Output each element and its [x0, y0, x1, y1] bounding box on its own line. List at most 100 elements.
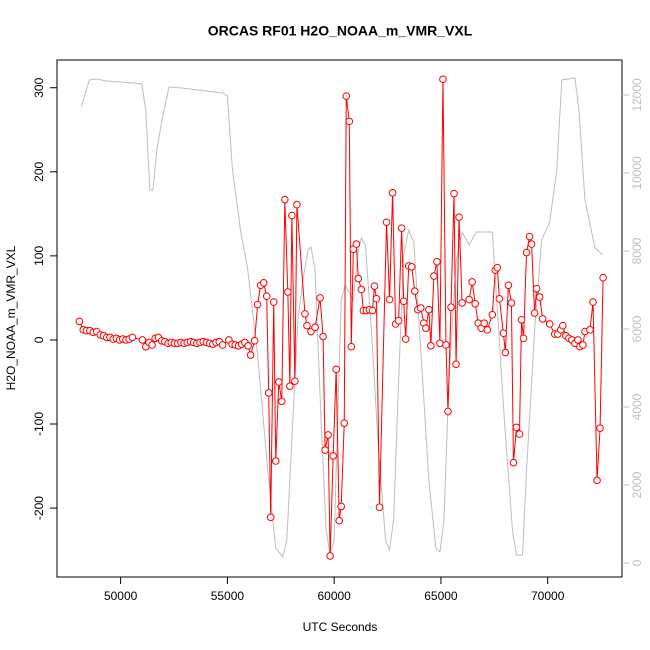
- data-point: [468, 278, 476, 286]
- data-point: [335, 516, 344, 525]
- data-point: [337, 502, 346, 511]
- data-point: [452, 360, 460, 369]
- data-point: [368, 306, 377, 315]
- data-point: [519, 334, 528, 343]
- data-point: [352, 240, 361, 248]
- data-point: [375, 503, 384, 512]
- data-point: [507, 299, 516, 307]
- y2-tick-label: 6000: [630, 315, 644, 342]
- plot-frame: [56, 59, 623, 578]
- data-point: [517, 315, 526, 324]
- data-point: [354, 274, 363, 283]
- data-point: [274, 378, 283, 386]
- data-point: [250, 336, 259, 345]
- data-point: [407, 263, 416, 271]
- data-point: [342, 92, 351, 100]
- data-point: [538, 315, 547, 323]
- x-axis-label: UTC Seconds: [303, 620, 378, 634]
- data-point: [458, 299, 466, 307]
- data-point: [321, 446, 329, 454]
- data-point: [253, 300, 262, 309]
- data-point: [262, 292, 271, 301]
- data-point: [75, 317, 84, 326]
- data-point: [399, 297, 408, 306]
- data-point: [522, 248, 531, 257]
- data-point: [410, 287, 419, 295]
- data-point: [316, 294, 324, 302]
- y-tick-label: 200: [32, 161, 46, 181]
- y2-tick-label: 8000: [630, 237, 644, 264]
- data-point: [324, 431, 332, 439]
- y2-tick-label: 10000: [630, 156, 644, 190]
- data-point: [401, 335, 410, 343]
- x-tick-label: 70000: [531, 589, 565, 603]
- data-point: [527, 240, 536, 248]
- data-point: [264, 389, 273, 397]
- data-point: [284, 288, 292, 296]
- data-point: [218, 341, 227, 349]
- data-point: [148, 341, 156, 349]
- data-point: [427, 342, 435, 350]
- data-point: [455, 213, 463, 222]
- y-tick-label: 300: [32, 77, 46, 97]
- data-point: [504, 281, 513, 290]
- data-point: [525, 232, 534, 241]
- x-tick-label: 50000: [104, 589, 138, 603]
- data-point: [286, 382, 294, 390]
- data-point: [444, 407, 452, 416]
- data-point: [512, 423, 521, 432]
- data-point: [347, 342, 356, 351]
- data-point: [501, 348, 510, 357]
- data-point: [447, 303, 455, 311]
- data-point: [593, 476, 601, 485]
- data-point: [480, 319, 489, 327]
- data-point: [579, 341, 587, 349]
- x-tick-label: 65000: [424, 589, 458, 603]
- y-axis-label: H2O_NOAA_m_VMR_VXL: [4, 245, 18, 390]
- data-point: [495, 294, 504, 303]
- data-point: [281, 195, 289, 204]
- x-tick-label: 55000: [211, 589, 245, 603]
- data-point: [329, 452, 337, 460]
- data-point: [416, 304, 425, 312]
- data-point: [293, 200, 301, 209]
- data-point: [244, 342, 252, 350]
- data-point: [345, 117, 354, 126]
- data-point: [271, 457, 280, 465]
- data-point: [465, 295, 473, 304]
- data-point: [559, 321, 567, 330]
- data-point: [483, 326, 492, 334]
- data-point: [357, 285, 366, 294]
- data-point: [515, 430, 524, 438]
- chart-title: ORCAS RF01 H2O_NOAA_m_VMR_VXL: [208, 23, 473, 39]
- y2-tick-label: 12000: [630, 78, 644, 112]
- data-point: [128, 333, 137, 342]
- data-point: [372, 294, 381, 303]
- data-point: [535, 293, 544, 301]
- data-point: [326, 552, 334, 560]
- data-point: [301, 310, 309, 318]
- data-point: [246, 351, 255, 359]
- data-point: [574, 336, 582, 344]
- data-point: [277, 397, 286, 406]
- y2-tick-label: 0: [630, 559, 644, 566]
- data-point: [471, 299, 479, 308]
- data-point: [425, 305, 433, 314]
- data-point: [586, 326, 594, 334]
- data-point: [545, 320, 554, 328]
- data-point: [596, 424, 604, 433]
- data-point: [291, 377, 299, 385]
- data-point: [450, 189, 458, 198]
- data-point: [430, 272, 438, 280]
- y-tick-label: -200: [32, 496, 46, 520]
- x-tick-label: 60000: [317, 589, 351, 603]
- data-point: [589, 298, 597, 306]
- data-point: [388, 189, 397, 197]
- data-point: [599, 273, 607, 282]
- data-point: [385, 295, 394, 304]
- data-point: [332, 365, 340, 374]
- data-point: [532, 284, 541, 293]
- data-point: [433, 257, 441, 266]
- data-point: [319, 332, 327, 341]
